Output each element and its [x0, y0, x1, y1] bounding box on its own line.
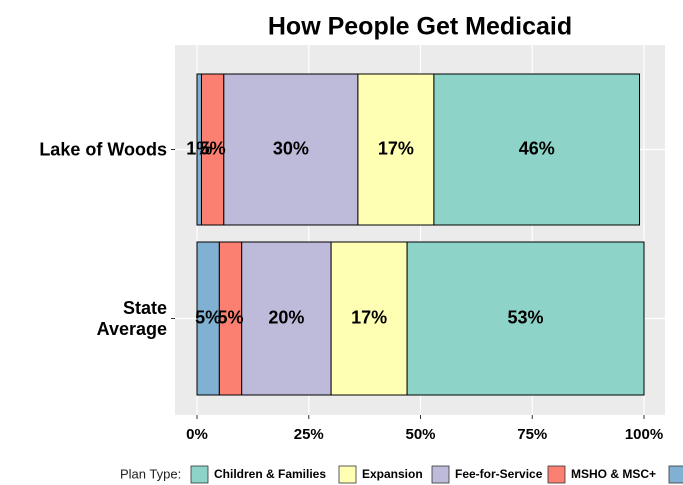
legend-swatch — [338, 465, 357, 484]
bar-segment — [223, 73, 359, 226]
value-label: 53% — [508, 307, 544, 327]
legend-label: Fee-for-Service — [455, 467, 543, 481]
legend-title: Plan Type: — [120, 466, 181, 481]
x-tick-label: 75% — [517, 426, 547, 443]
bar-segment — [330, 241, 408, 396]
legend-swatch — [190, 465, 209, 484]
value-label: 17% — [351, 307, 387, 327]
legend-label: Children & Families — [214, 467, 326, 481]
y-tick-label: Lake of Woods — [39, 139, 167, 159]
value-label: 5% — [195, 307, 221, 327]
value-label: 1% — [186, 138, 212, 158]
y-tick-label: State Average — [96, 297, 167, 339]
value-label: 30% — [273, 138, 309, 158]
bar-segment — [406, 241, 645, 396]
legend-label: MSHO & MSC+ — [571, 467, 656, 481]
x-tick-label: 25% — [294, 426, 324, 443]
legend-swatch — [668, 465, 683, 484]
legend-label: Expansion — [362, 467, 423, 481]
bar-segment — [357, 73, 435, 226]
legend-swatch — [431, 465, 450, 484]
value-label: 5% — [200, 138, 226, 158]
value-label: 20% — [268, 307, 304, 327]
value-label: 5% — [218, 307, 244, 327]
x-tick-label: 50% — [405, 426, 435, 443]
bar-segment — [433, 73, 641, 226]
x-tick-label: 100% — [625, 426, 663, 443]
chart-title: How People Get Medicaid — [268, 13, 572, 41]
legend-swatch — [547, 465, 566, 484]
value-label: 17% — [378, 138, 414, 158]
x-tick-label: 0% — [186, 426, 208, 443]
value-label: 46% — [519, 138, 555, 158]
bar-segment — [241, 241, 332, 396]
